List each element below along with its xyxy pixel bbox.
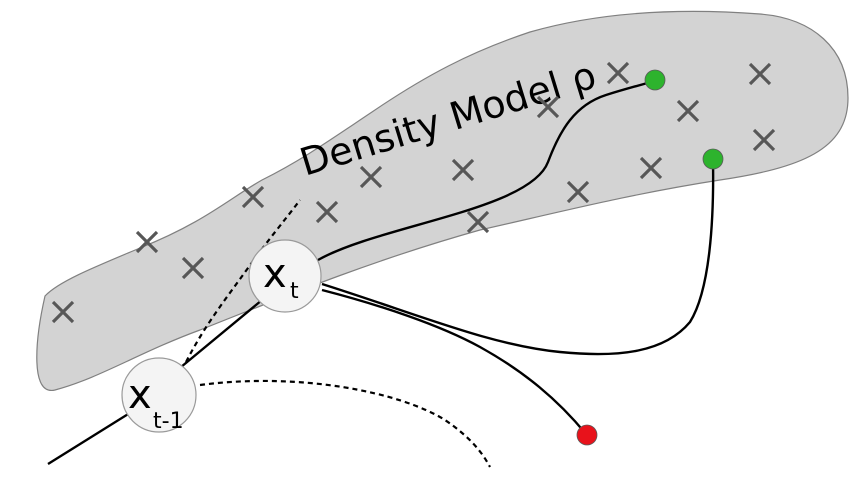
node-x-t-minus-1-main: x [128, 372, 152, 418]
cross-icon [752, 128, 776, 152]
node-x-t-sub: t [290, 279, 299, 304]
cross-icon [315, 200, 339, 224]
node-x-t-minus-1-circle [121, 357, 197, 433]
dashed-path-upper [185, 199, 301, 363]
cross-icon [676, 99, 700, 123]
cross-icon [748, 62, 772, 86]
cross-icon [451, 158, 475, 182]
cross-icon [135, 230, 159, 254]
cross-icon [606, 61, 630, 85]
trajectory-to-upper-goal [317, 79, 656, 262]
node-x-t-main: x [263, 251, 287, 297]
reached-goal-upper [644, 69, 666, 91]
incoming-trajectory [47, 409, 134, 466]
node-x-t-circle [248, 239, 322, 313]
cross-icon [566, 180, 590, 204]
dashed-path-lower [199, 379, 491, 468]
cross-icon [181, 256, 205, 280]
cross-icon [536, 95, 560, 119]
sample-points [51, 61, 776, 324]
cross-icon [639, 156, 663, 180]
cross-icon [51, 300, 75, 324]
density-region [36, 10, 849, 391]
transition-trajectory [174, 299, 263, 373]
node-x-t-minus-1: x t-1 [121, 357, 197, 434]
trajectory-to-failed-goal [321, 288, 587, 435]
reached-goal-right [702, 148, 724, 170]
cross-icon [466, 210, 490, 234]
cross-icon [241, 185, 265, 209]
node-x-t: x t [248, 239, 322, 313]
failed-goal [576, 424, 598, 446]
trajectory-to-right-goal [321, 159, 715, 356]
node-x-t-minus-1-sub: t-1 [153, 409, 184, 434]
cross-icon [359, 165, 383, 189]
